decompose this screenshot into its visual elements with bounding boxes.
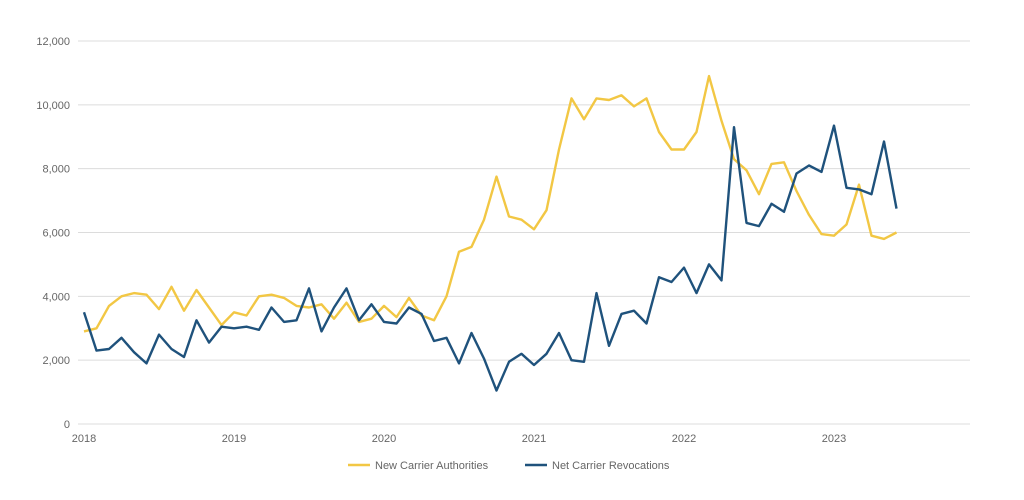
legend-item: New Carrier Authorities — [348, 460, 489, 472]
x-tick-label: 2021 — [522, 433, 546, 445]
y-tick-label: 12,000 — [36, 36, 70, 48]
legend: New Carrier Authorities Net Carrier Revoc… — [348, 460, 670, 472]
x-axis-ticks: 2018 2019 2020 2021 2022 2023 — [72, 433, 846, 445]
legend-item: Net Carrier Revocations — [525, 460, 670, 472]
y-tick-label: 10,000 — [36, 100, 70, 112]
series-line-new-carrier-authorities — [83, 74, 898, 333]
y-tick-label: 2,000 — [42, 355, 70, 367]
x-tick-label: 2020 — [372, 433, 396, 445]
y-tick-label: 0 — [64, 419, 70, 431]
legend-label: Net Carrier Revocations — [552, 460, 670, 472]
x-tick-label: 2023 — [822, 433, 846, 445]
y-tick-label: 4,000 — [42, 291, 70, 303]
y-tick-label: 8,000 — [42, 164, 70, 176]
series-lines — [82, 74, 898, 392]
x-tick-label: 2022 — [672, 433, 696, 445]
gridlines — [78, 40, 970, 425]
y-tick-label: 6,000 — [42, 228, 70, 240]
y-axis-ticks: 0 2,000 4,000 6,000 8,000 10,000 12,000 — [36, 36, 70, 431]
series-line-net-carrier-revocations — [82, 124, 898, 392]
legend-label: New Carrier Authorities — [375, 460, 489, 472]
x-tick-label: 2018 — [72, 433, 96, 445]
x-tick-label: 2019 — [222, 433, 246, 445]
